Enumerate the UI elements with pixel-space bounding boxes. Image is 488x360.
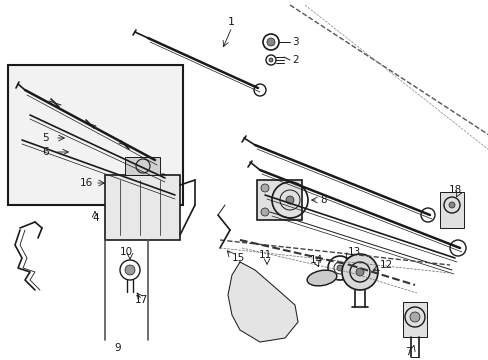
Text: 2: 2 bbox=[291, 55, 298, 65]
Circle shape bbox=[261, 184, 268, 192]
Bar bbox=[439, 192, 463, 228]
Circle shape bbox=[285, 196, 293, 204]
Bar bbox=[125, 157, 160, 175]
Bar bbox=[402, 302, 426, 337]
Text: 4: 4 bbox=[92, 213, 99, 223]
Bar bbox=[105, 175, 180, 240]
Circle shape bbox=[268, 58, 272, 62]
Text: 3: 3 bbox=[291, 37, 298, 47]
Circle shape bbox=[125, 265, 135, 275]
Circle shape bbox=[355, 268, 363, 276]
Text: 15: 15 bbox=[231, 253, 245, 263]
Text: 1: 1 bbox=[227, 17, 235, 27]
Text: 12: 12 bbox=[379, 260, 392, 270]
Text: 18: 18 bbox=[447, 185, 461, 195]
Text: 9: 9 bbox=[115, 343, 121, 353]
Bar bbox=[257, 180, 302, 220]
Text: 13: 13 bbox=[347, 247, 361, 257]
Text: 5: 5 bbox=[42, 133, 48, 143]
Text: 8: 8 bbox=[319, 195, 326, 205]
Text: 6: 6 bbox=[42, 147, 48, 157]
Bar bbox=[8, 65, 183, 205]
Text: 10: 10 bbox=[119, 247, 132, 257]
Polygon shape bbox=[227, 262, 297, 342]
Circle shape bbox=[341, 254, 377, 290]
Text: 11: 11 bbox=[258, 250, 271, 260]
Text: 17: 17 bbox=[135, 295, 148, 305]
Ellipse shape bbox=[306, 270, 336, 286]
Text: 16: 16 bbox=[80, 178, 93, 188]
Circle shape bbox=[261, 208, 268, 216]
Text: 7: 7 bbox=[404, 347, 410, 357]
Circle shape bbox=[448, 202, 454, 208]
Circle shape bbox=[336, 265, 342, 271]
Text: 14: 14 bbox=[309, 255, 323, 265]
Circle shape bbox=[266, 38, 274, 46]
Circle shape bbox=[409, 312, 419, 322]
